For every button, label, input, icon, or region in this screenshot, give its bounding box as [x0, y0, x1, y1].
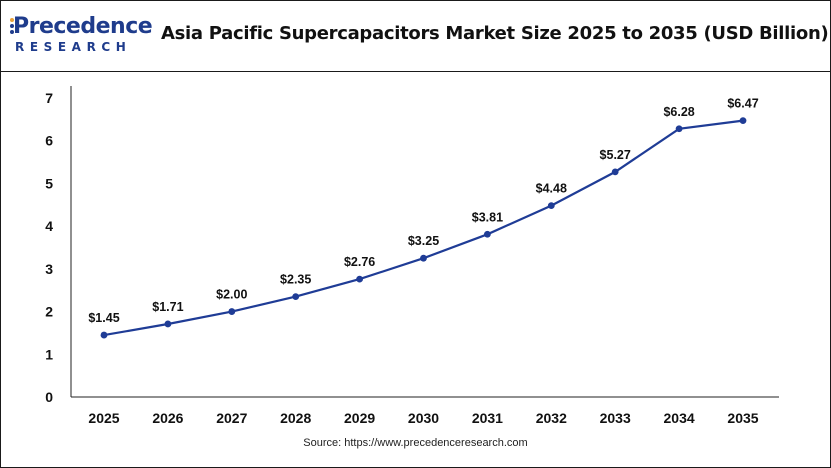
data-point: [484, 230, 491, 238]
data-label: $4.48: [536, 182, 567, 196]
y-tick-label: 5: [45, 175, 53, 191]
header: Precedence RESEARCH Asia Pacific Superca…: [1, 1, 830, 72]
data-label: $3.25: [408, 234, 439, 248]
data-label: $2.00: [216, 288, 247, 302]
source-note: Source: https://www.precedenceresearch.c…: [303, 437, 528, 449]
data-label: $6.28: [663, 105, 694, 119]
data-point: [292, 293, 300, 301]
chart-title: Asia Pacific Supercapacitors Market Size…: [161, 23, 829, 44]
y-tick-label: 6: [45, 133, 53, 149]
y-tick-label: 2: [45, 304, 53, 320]
y-tick-label: 0: [45, 389, 53, 405]
data-label: $1.71: [152, 300, 183, 314]
x-tick-label: 2035: [727, 410, 758, 426]
brand-logo: Precedence RESEARCH: [10, 15, 153, 59]
data-point: [356, 275, 363, 283]
x-tick-label: 2028: [280, 410, 311, 426]
series-line: [103, 119, 744, 337]
data-label: $6.47: [727, 97, 758, 111]
data-point: [100, 331, 108, 339]
x-tick-label: 2029: [344, 410, 375, 426]
data-label: $3.81: [472, 210, 503, 224]
data-point: [228, 308, 236, 315]
logo-dots-icon: [10, 18, 14, 34]
x-tick-label: 2032: [536, 410, 567, 426]
y-tick-label: 1: [45, 346, 53, 362]
x-tick-label: 2026: [152, 410, 183, 426]
y-tick-label: 7: [45, 90, 53, 106]
data-label: $5.27: [600, 148, 631, 162]
data-label: $1.45: [88, 311, 119, 325]
line-chart: 0 1 2 3 4 5 6 7 2025 2026 2027 2028 2029 2030 2031 203…: [45, 86, 779, 426]
data-point: [547, 202, 555, 210]
data-label: $2.76: [344, 255, 375, 269]
data-point: [164, 320, 172, 328]
x-tick-label: 2025: [88, 410, 119, 426]
y-tick-label: 3: [45, 261, 53, 277]
logo-subtext: RESEARCH: [15, 40, 132, 54]
x-tick-label: 2030: [408, 410, 439, 426]
logo-wordmark: Precedence: [13, 14, 153, 39]
x-tick-label: 2034: [664, 410, 695, 426]
x-tick-label: 2031: [472, 410, 503, 426]
x-tick-label: 2027: [216, 410, 247, 426]
y-tick-label: 4: [45, 218, 53, 234]
x-tick-label: 2033: [600, 410, 631, 426]
data-point: [739, 117, 747, 125]
data-point: [675, 125, 683, 133]
data-point: [420, 254, 427, 262]
data-point: [611, 168, 619, 176]
data-label: $2.35: [280, 273, 311, 287]
